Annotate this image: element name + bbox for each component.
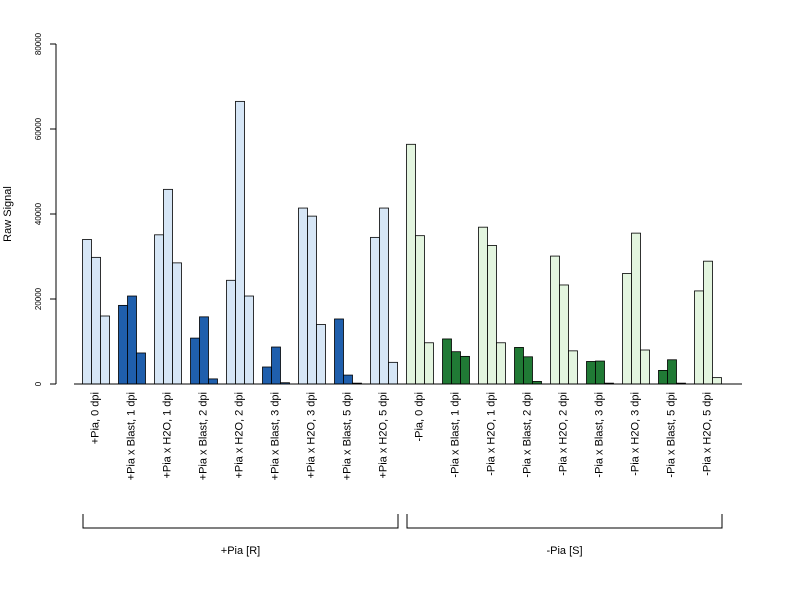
bar bbox=[496, 342, 506, 385]
bar bbox=[208, 378, 218, 385]
x-tick-label: +Pia x Blast, 1 dpi bbox=[126, 392, 138, 480]
bar bbox=[667, 359, 677, 385]
group-bracket bbox=[82, 514, 399, 529]
bar bbox=[262, 366, 272, 385]
bar bbox=[514, 347, 524, 385]
bar bbox=[82, 239, 92, 385]
bar bbox=[595, 360, 605, 385]
bar bbox=[523, 356, 533, 385]
bar-series bbox=[82, 100, 722, 385]
x-tick-label: -Pia x Blast, 2 dpi bbox=[522, 392, 534, 478]
x-tick-label: -Pia x H2O, 2 dpi bbox=[558, 392, 570, 476]
x-tick-label: -Pia x Blast, 3 dpi bbox=[594, 392, 606, 478]
bar bbox=[343, 374, 353, 385]
bar bbox=[298, 207, 308, 385]
y-tick-label: 60000 bbox=[34, 117, 43, 140]
bar bbox=[622, 273, 632, 385]
x-tick-label: -Pia x H2O, 1 dpi bbox=[486, 392, 498, 476]
x-tick-label: +Pia x H2O, 5 dpi bbox=[378, 392, 390, 479]
x-tick-label: +Pia x H2O, 1 dpi bbox=[162, 392, 174, 479]
bar bbox=[406, 143, 416, 385]
bar bbox=[334, 318, 344, 385]
x-tick-label: +Pia x Blast, 5 dpi bbox=[342, 392, 354, 480]
bar bbox=[460, 355, 470, 385]
bar bbox=[307, 215, 317, 385]
bar bbox=[379, 207, 389, 385]
group-brackets: +Pia [R] -Pia [S] bbox=[82, 514, 723, 557]
bar bbox=[559, 284, 569, 385]
bar bbox=[487, 245, 497, 385]
bar bbox=[235, 100, 245, 385]
x-tick-label: +Pia x H2O, 3 dpi bbox=[306, 392, 318, 479]
bar bbox=[424, 342, 434, 385]
group-label: +Pia [R] bbox=[221, 545, 260, 557]
bar bbox=[631, 232, 641, 385]
bar bbox=[127, 295, 137, 385]
bar bbox=[550, 255, 560, 385]
x-tick-label: -Pia x Blast, 5 dpi bbox=[666, 392, 678, 478]
bar bbox=[694, 290, 704, 385]
bar bbox=[244, 295, 254, 385]
bar bbox=[226, 279, 236, 385]
y-axis-title: Raw Signal bbox=[2, 186, 14, 242]
bar bbox=[451, 351, 461, 385]
bar bbox=[703, 260, 713, 385]
bar bbox=[640, 349, 650, 385]
bar bbox=[91, 256, 101, 385]
y-tick-label: 20000 bbox=[34, 287, 43, 310]
bar bbox=[316, 324, 326, 385]
bar bbox=[712, 377, 722, 385]
bar bbox=[415, 235, 425, 385]
bar bbox=[172, 262, 182, 385]
y-tick-label: 0 bbox=[34, 381, 43, 386]
bar bbox=[154, 234, 164, 385]
group-label: -Pia [S] bbox=[546, 545, 582, 557]
bar bbox=[658, 369, 668, 385]
bar bbox=[568, 350, 578, 385]
bar bbox=[190, 337, 200, 385]
bar bbox=[163, 188, 173, 385]
x-tick-label: +Pia x Blast, 3 dpi bbox=[270, 392, 282, 480]
y-tick-label: 80000 bbox=[34, 32, 43, 55]
bar bbox=[136, 352, 146, 385]
bar bbox=[271, 346, 281, 385]
bar bbox=[100, 315, 110, 385]
group-bracket bbox=[406, 514, 723, 529]
bar bbox=[118, 304, 128, 385]
x-tick-label: +Pia x Blast, 2 dpi bbox=[198, 392, 210, 480]
x-tick-labels: +Pia, 0 dpi +Pia x Blast, 1 dpi +Pia x H2O… bbox=[90, 392, 714, 480]
x-tick-label: -Pia x H2O, 5 dpi bbox=[702, 392, 714, 476]
x-tick-label: +Pia x H2O, 2 dpi bbox=[234, 392, 246, 479]
x-tick-label: -Pia x Blast, 1 dpi bbox=[450, 392, 462, 478]
y-tick-label: 40000 bbox=[34, 202, 43, 225]
bar bbox=[586, 361, 596, 385]
bar bbox=[388, 361, 398, 385]
x-tick-label: +Pia, 0 dpi bbox=[90, 392, 102, 444]
y-axis: 0 20000 40000 60000 80000 bbox=[34, 32, 57, 386]
bar bbox=[442, 338, 452, 385]
x-tick-label: -Pia, 0 dpi bbox=[414, 392, 426, 442]
bar bbox=[199, 316, 209, 385]
bar bbox=[478, 226, 488, 385]
x-tick-label: -Pia x H2O, 3 dpi bbox=[630, 392, 642, 476]
bar bbox=[370, 236, 380, 385]
